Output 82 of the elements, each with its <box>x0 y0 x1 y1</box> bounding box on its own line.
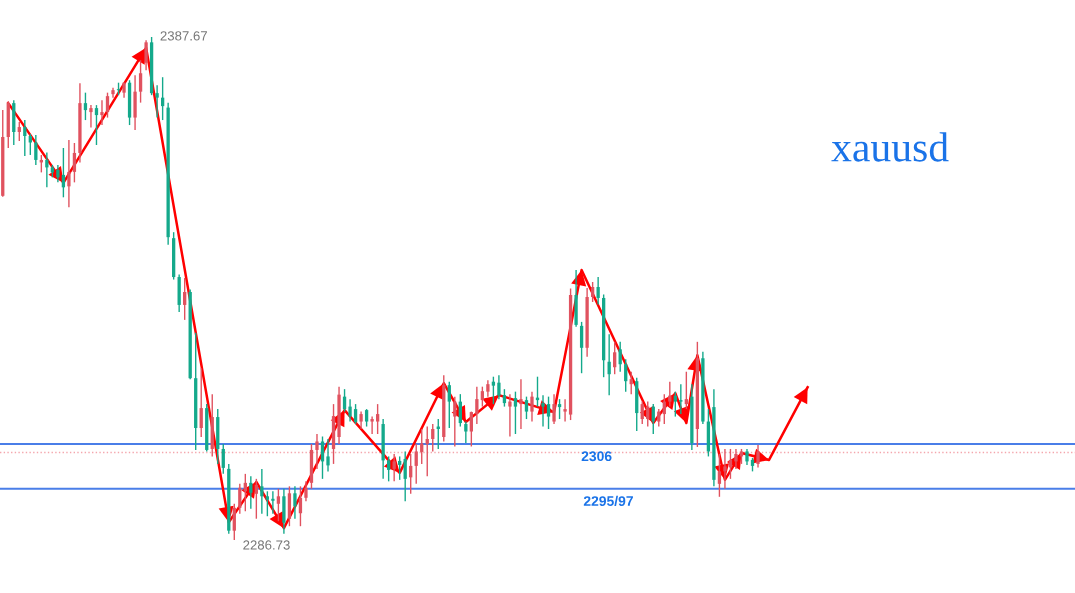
candlestick <box>497 374 501 400</box>
candlestick <box>546 395 551 430</box>
candlestick <box>464 420 468 444</box>
candlestick <box>734 448 738 470</box>
candlestick <box>414 443 418 485</box>
candlestick <box>45 151 49 189</box>
candlestick <box>579 321 584 374</box>
candlestick <box>155 84 159 119</box>
candlestick <box>249 475 253 510</box>
candlestick <box>83 91 88 121</box>
candlestick <box>618 341 622 373</box>
annotation: 2387.67 <box>160 31 207 41</box>
candlestick <box>557 398 562 420</box>
candlestick <box>232 503 236 541</box>
candlestick <box>425 425 429 478</box>
candlestick <box>238 483 242 515</box>
candlestick <box>370 415 374 435</box>
candlestick <box>304 480 308 502</box>
candlestick <box>392 453 396 483</box>
candlestick <box>105 91 110 119</box>
candlestick <box>138 59 143 104</box>
candlestick <box>326 438 330 473</box>
candlestick <box>254 478 258 520</box>
candlestick <box>276 488 281 522</box>
candlestick <box>590 281 595 303</box>
candlestick <box>673 390 677 418</box>
candlestick <box>679 383 683 415</box>
text: xauusd <box>831 132 949 162</box>
candlestick <box>717 453 722 498</box>
candlestick <box>199 367 203 438</box>
candlestick <box>447 380 451 429</box>
candlestick <box>563 398 567 423</box>
candlestick <box>491 376 496 405</box>
candlestick <box>651 403 655 435</box>
candlestick <box>89 104 93 129</box>
candlestick <box>723 448 727 490</box>
candlestick <box>519 378 523 430</box>
candlestick <box>640 400 644 425</box>
candlestick <box>541 394 545 428</box>
ref-line-label: 2306 <box>581 451 612 462</box>
candlestick <box>183 277 187 321</box>
candlestick <box>72 142 77 184</box>
candlestick <box>34 134 38 166</box>
candlestick <box>530 390 534 423</box>
candlestick <box>17 121 21 142</box>
candlestick <box>375 403 380 435</box>
candlestick <box>668 380 672 408</box>
candlestick <box>756 444 760 469</box>
candlestick <box>613 341 617 375</box>
candlestick <box>684 371 688 410</box>
candlestick <box>508 393 512 438</box>
candlestick <box>67 139 71 208</box>
candlestick <box>475 385 479 425</box>
candlestick <box>260 468 264 515</box>
candlestick <box>348 398 352 423</box>
candlestick <box>94 104 99 146</box>
candlestick <box>431 423 435 453</box>
candlestick <box>353 403 358 425</box>
candlestick <box>221 443 225 475</box>
candlestick <box>403 450 407 502</box>
candlestick <box>513 390 518 435</box>
candlestick <box>315 433 319 470</box>
candlestick <box>320 435 325 480</box>
candlestick <box>624 358 628 393</box>
candlestick <box>293 485 297 520</box>
annotation: 2295/97 <box>583 495 633 507</box>
candlestick <box>420 428 424 465</box>
candlestick <box>552 393 556 425</box>
candlestick <box>100 99 104 126</box>
candlestick <box>596 276 600 306</box>
candlestick <box>480 385 485 408</box>
candlestick <box>265 490 270 517</box>
candlestick <box>144 39 148 71</box>
text: 2286.73 <box>243 540 290 550</box>
candlestick <box>387 455 391 483</box>
candlestick <box>524 395 529 420</box>
candlestick <box>453 395 457 448</box>
candlestick <box>271 490 275 515</box>
candlestick <box>23 119 27 157</box>
candlestick <box>398 455 402 481</box>
candlestick <box>629 371 633 395</box>
candlestick <box>469 410 473 448</box>
